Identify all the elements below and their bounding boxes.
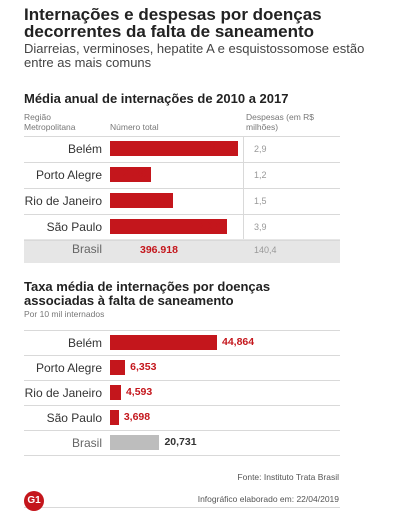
chart2-value-label: 4,593 <box>125 386 153 398</box>
chart1-total-band <box>24 239 340 263</box>
chart2-row-divider <box>24 380 340 381</box>
chart2-bar <box>110 435 160 450</box>
chart1-col-despesas: Despesas (em R$ milhões) <box>246 112 315 132</box>
chart1-bar <box>110 219 227 234</box>
chart1-column-divider <box>243 136 244 239</box>
chart2-bar <box>110 410 119 425</box>
infographic-subtitle: Diarreias, verminoses, hepatite A e esqu… <box>24 41 365 70</box>
chart1-title: Média anual de internações de 2010 a 201… <box>24 91 289 106</box>
chart1-total-despesa: 140,4 <box>254 245 277 255</box>
chart2-row-divider <box>24 430 340 431</box>
chart1-row-divider <box>24 162 340 163</box>
chart2-row-divider <box>24 355 340 356</box>
chart1-category-label: Rio de Janeiro <box>24 194 102 208</box>
chart2-category-label: Rio de Janeiro <box>24 386 102 400</box>
chart1-bar <box>110 167 151 182</box>
chart1-despesa-label: 3,9 <box>254 222 267 232</box>
chart1-total-value: 396.918 <box>140 244 178 256</box>
chart1-value-label: 2.588 <box>122 168 149 180</box>
infographic-title: Internações e despesas por doenças decor… <box>24 5 322 41</box>
chart2-row-divider <box>24 405 340 406</box>
chart2-value-label: 6,353 <box>130 361 157 373</box>
chart1-value-label: 7.371 <box>198 220 225 232</box>
chart1-row-divider <box>24 188 340 189</box>
source-note: Fonte: Instituto Trata Brasil <box>237 472 339 482</box>
chart1-col-region: Região Metropolitana <box>24 112 76 132</box>
chart2-value-label: 44,864 <box>222 336 255 348</box>
chart1-row-divider <box>24 240 340 241</box>
chart1-category-label: Belém <box>67 142 102 156</box>
chart2-category-label: Brasil <box>71 436 102 450</box>
chart1-col-total: Número total <box>110 122 159 132</box>
chart2-bar <box>110 335 217 350</box>
chart2-category-label: Belém <box>67 336 102 350</box>
chart1-despesa-label: 1,5 <box>254 196 267 206</box>
chart2-category-label: São Paulo <box>46 411 102 425</box>
chart1-despesa-label: 1,2 <box>254 170 267 180</box>
chart1-bar <box>110 193 174 208</box>
chart1-category-label: São Paulo <box>46 220 102 234</box>
credit-note: Infográfico elaborado em: 22/04/2019 <box>197 494 339 504</box>
chart2-bar <box>110 385 121 400</box>
chart2-value-label: 3,698 <box>123 411 151 423</box>
footer-divider <box>24 507 340 508</box>
chart1-total-label: Brasil <box>71 242 102 256</box>
chart2-value-label: 20,731 <box>164 436 197 448</box>
chart1-row-divider <box>24 214 340 215</box>
chart2-bar <box>110 360 126 375</box>
chart1-category-label: Porto Alegre <box>35 168 102 182</box>
chart2-title: Taxa média de internações por doenças as… <box>24 279 271 308</box>
chart2-category-label: Porto Alegre <box>35 361 102 375</box>
chart1-row-divider <box>24 136 340 137</box>
chart2-row-divider <box>24 455 340 456</box>
g1-logo: G1 <box>24 491 44 511</box>
chart1-value-label: 8.092 <box>209 142 236 154</box>
chart1-despesa-label: 2,9 <box>254 144 267 154</box>
chart1-value-label: 3.993 <box>144 194 172 206</box>
chart2-subtitle: Por 10 mil internados <box>24 309 105 319</box>
chart2-row-divider <box>24 330 340 331</box>
chart1-bar <box>110 141 238 156</box>
